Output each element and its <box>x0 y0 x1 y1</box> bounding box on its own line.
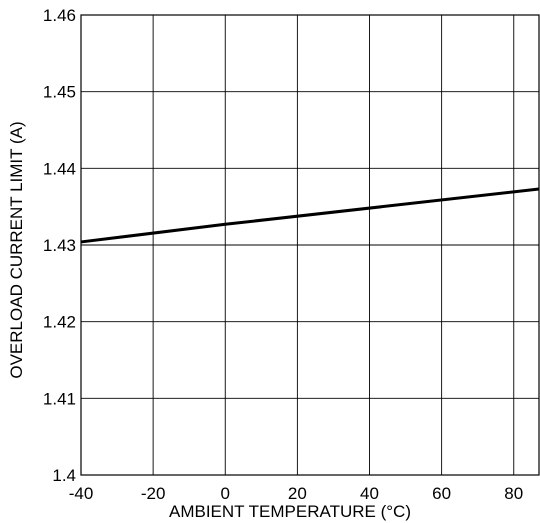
y-axis-title: OVERLOAD CURRENT LIMIT (A) <box>7 121 26 378</box>
y-tick-labels: 1.4 1.41 1.42 1.43 1.44 1.45 1.46 <box>43 6 76 485</box>
x-tick-label: -40 <box>69 484 94 503</box>
x-tick-label: 0 <box>221 484 230 503</box>
x-tick-label: 80 <box>504 484 523 503</box>
y-tick-label: 1.45 <box>43 83 76 102</box>
series-layer <box>80 187 540 244</box>
y-tick-label: 1.44 <box>43 159 76 178</box>
grid <box>81 15 539 475</box>
y-tick-label: 1.42 <box>43 313 76 332</box>
y-tick-label: 1.41 <box>43 389 76 408</box>
x-axis-title: AMBIENT TEMPERATURE (°C) <box>169 502 411 521</box>
series-line-0 <box>80 187 540 244</box>
x-tick-label: -20 <box>141 484 166 503</box>
y-tick-label: 1.46 <box>43 6 76 25</box>
x-tick-label: 20 <box>288 484 307 503</box>
y-tick-label: 1.4 <box>52 466 76 485</box>
x-tick-labels: -40 -20 0 20 40 60 80 <box>69 484 524 503</box>
y-tick-label: 1.43 <box>43 236 76 255</box>
x-tick-label: 40 <box>360 484 379 503</box>
x-tick-label: 60 <box>432 484 451 503</box>
plot-frame <box>80 14 540 476</box>
